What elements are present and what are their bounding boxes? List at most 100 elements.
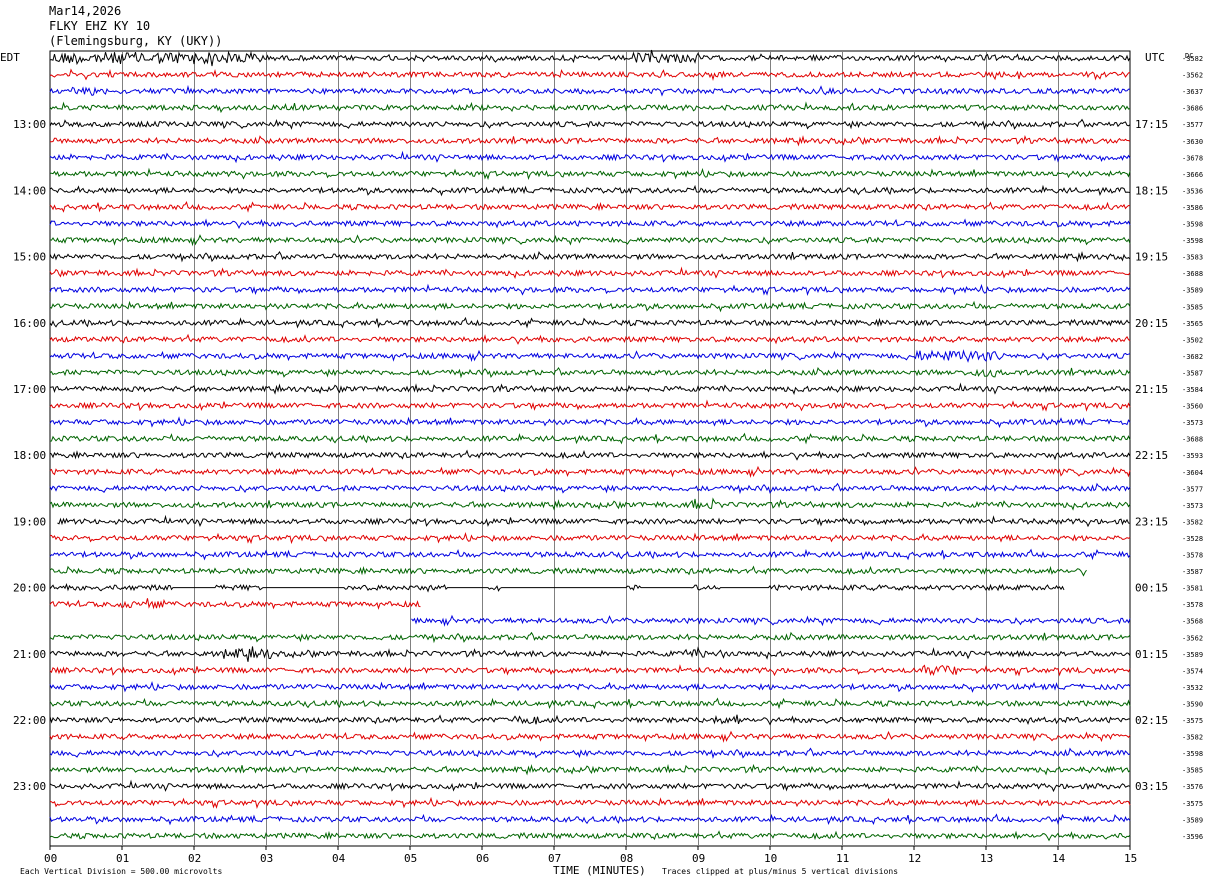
x-tick-label: 05 [404,852,417,865]
trace-row [49,681,1131,693]
dc-offset-label: -3585 [1182,767,1203,775]
right-hour-label: 00:15 [1135,582,1168,595]
left-hour-label: 16:00 [13,317,46,330]
left-hour-label: 15:00 [13,251,46,264]
dc-offset-label: -3598 [1182,237,1203,245]
dc-offset-label: -3582 [1182,734,1203,742]
trace-row [49,382,1131,395]
left-hour-label: 18:00 [13,449,46,462]
trace-row [49,366,1131,379]
dc-offset-label: -3589 [1182,287,1203,295]
trace-row [49,631,1131,644]
trace-row [49,697,1131,710]
x-tick-label: 01 [116,852,129,865]
dc-offset-label: -3637 [1182,88,1203,96]
trace-row [49,101,1131,114]
left-hour-label: 17:00 [13,383,46,396]
trace-row [411,614,1131,627]
location-label: (Flemingsburg, KY (UKY)) [49,34,223,48]
left-hour-label: 22:00 [13,714,46,727]
right-hour-label: 03:15 [1135,780,1168,793]
x-tick-label: 08 [620,852,633,865]
trace-row [49,482,1131,495]
dc-offset-label: -3589 [1182,651,1203,659]
dc-offset-label: -3573 [1182,419,1203,427]
x-tick-label: 02 [188,852,201,865]
trace-row [49,497,1131,511]
left-hour-label: 20:00 [13,582,46,595]
trace-row [49,532,1131,545]
x-tick-label: 09 [692,852,705,865]
dc-header-label: DC [1185,52,1193,60]
dc-offset-label: -3562 [1182,634,1203,642]
trace-row [49,49,1131,67]
trace-row [49,730,1131,743]
x-tick-label: 11 [836,852,849,865]
dc-offset-label: -3502 [1182,336,1203,344]
trace-row [50,135,1131,147]
dc-offset-label: -3598 [1182,221,1203,229]
date-label: Mar14,2026 [49,4,122,18]
left-hour-label: 19:00 [13,515,46,528]
right-hour-label: 19:15 [1135,251,1168,264]
trace-row [49,184,1131,197]
trace-row [49,333,1131,345]
x-tick-label: 04 [332,852,346,865]
trace-row [49,200,1131,213]
trace-row [49,779,1131,793]
trace-row [49,316,1131,329]
dc-offset-label: -3589 [1182,816,1203,824]
right-hour-label: 23:15 [1135,515,1168,528]
right-hour-label: 02:15 [1135,714,1168,727]
x-tick-label: 06 [476,852,489,865]
dc-offset-label: -3582 [1182,518,1203,526]
dc-offset-label: -3573 [1182,502,1203,510]
trace-row [49,465,1131,479]
dc-offset-label: -3688 [1182,436,1203,444]
dc-offset-label: -3575 [1182,800,1203,808]
trace-row [49,830,1131,842]
dc-offset-label: -3666 [1182,171,1203,179]
trace-row [49,300,1131,313]
dc-offset-label: -3528 [1182,535,1203,543]
dc-offset-label: -3562 [1182,72,1203,80]
x-tick-label: 00 [44,852,57,865]
dc-offset-label: -3560 [1182,403,1203,411]
dc-offset-label: -3596 [1182,833,1203,841]
trace-row [49,266,1131,280]
dc-offset-label: -3577 [1182,121,1203,129]
trace-row [49,349,1131,363]
trace-row [49,747,1131,759]
trace-row [49,449,1131,461]
left-hour-label: 13:00 [13,118,46,131]
trace-row [49,167,1131,181]
right-hour-label: 17:15 [1135,118,1168,131]
dc-offset-label: -3578 [1182,552,1203,560]
left-timezone-label: EDT [0,51,20,64]
dc-offset-label: -3574 [1182,667,1203,675]
dc-offset-label: -3581 [1182,585,1203,593]
dc-offset-label: -3686 [1182,105,1203,113]
trace-row [49,68,1131,81]
x-tick-label: 03 [260,852,273,865]
trace-row [49,548,1131,561]
dc-offset-label: -3568 [1182,618,1203,626]
right-timezone-label: UTC [1145,51,1165,64]
dc-offset-label: -3604 [1182,469,1203,477]
scale-label: Each Vertical Division = 500.00 microvol… [20,867,222,876]
trace-row [49,283,1131,296]
dc-offset-label: -3577 [1182,485,1203,493]
right-hour-label: 18:15 [1135,184,1168,197]
dc-offset-label: -3688 [1182,270,1203,278]
dc-offset-label: -3678 [1182,154,1203,162]
x-tick-label: 15 [1124,852,1137,865]
trace-row [49,796,1131,809]
trace-row [49,416,1131,429]
trace-row [49,763,1131,776]
left-hour-label: 23:00 [13,780,46,793]
trace-row [49,118,1131,131]
dc-offset-label: -3565 [1182,320,1203,328]
trace-row [49,84,1131,97]
dc-offset-label: -3582 [1182,55,1203,63]
